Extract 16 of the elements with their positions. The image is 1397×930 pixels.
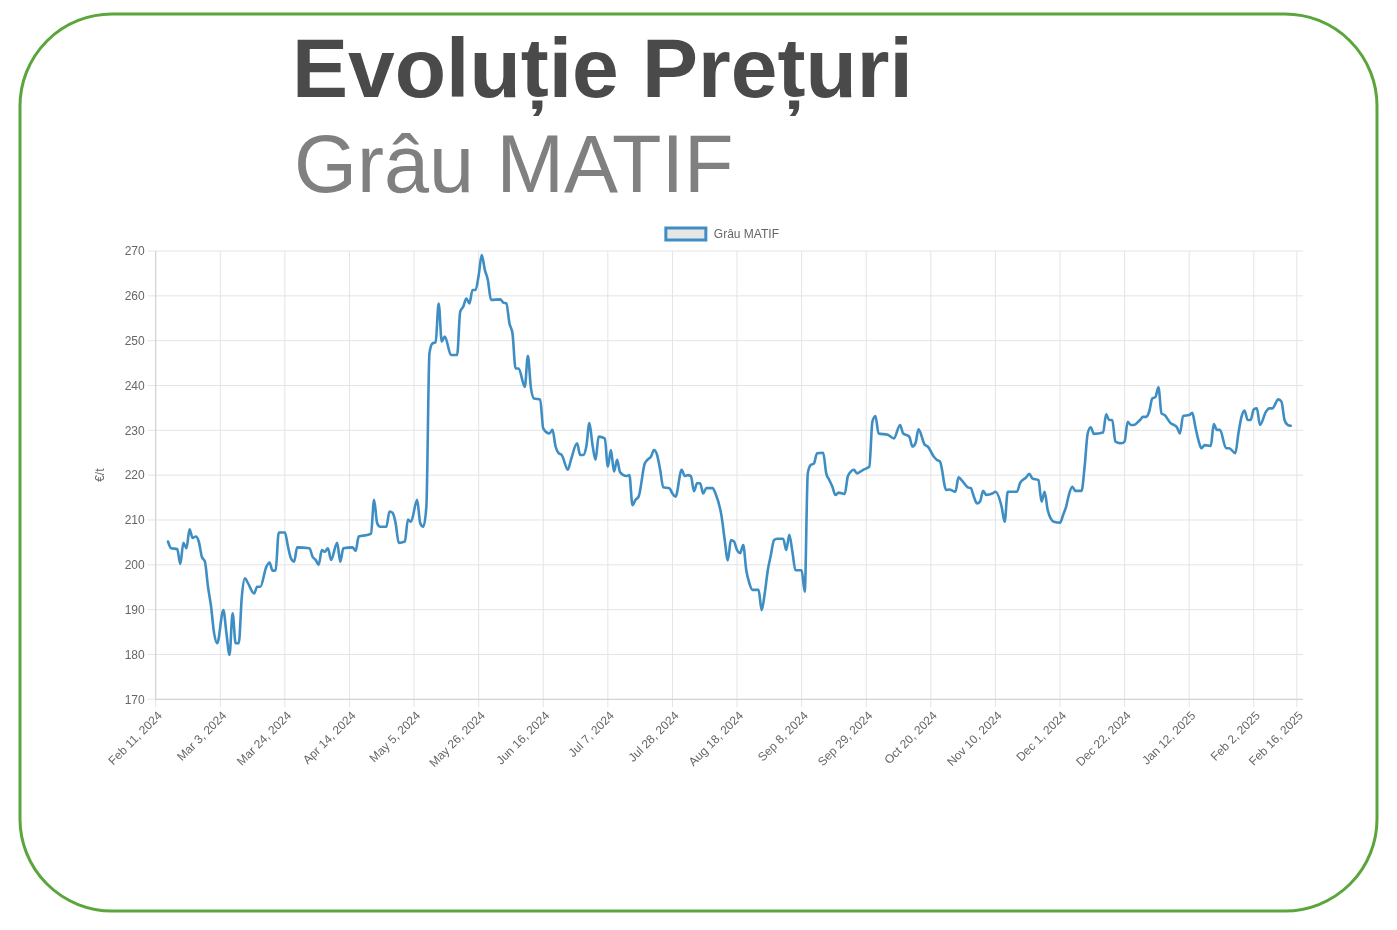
y-tick-label: 250 — [124, 333, 146, 348]
y-axis-title: €/t — [93, 467, 107, 482]
y-tick-label: 170 — [124, 692, 146, 707]
y-tick-label: 270 — [124, 244, 146, 259]
y-tick-label: 260 — [124, 289, 146, 304]
y-tick-label: 240 — [124, 378, 146, 393]
legend-label: Grâu MATIF — [713, 227, 779, 242]
y-tick-label: 210 — [124, 513, 146, 528]
y-tick-label: 200 — [124, 558, 146, 573]
y-tick-label: 190 — [124, 602, 146, 617]
y-tick-label: 220 — [124, 468, 146, 483]
y-tick-label: 230 — [124, 423, 146, 438]
chart-subtitle: Grâu MATIF — [294, 119, 734, 209]
line-series — [166, 253, 1292, 657]
y-tick-label: 180 — [124, 647, 146, 662]
chart-title: Evoluție Prețuri — [292, 21, 913, 116]
